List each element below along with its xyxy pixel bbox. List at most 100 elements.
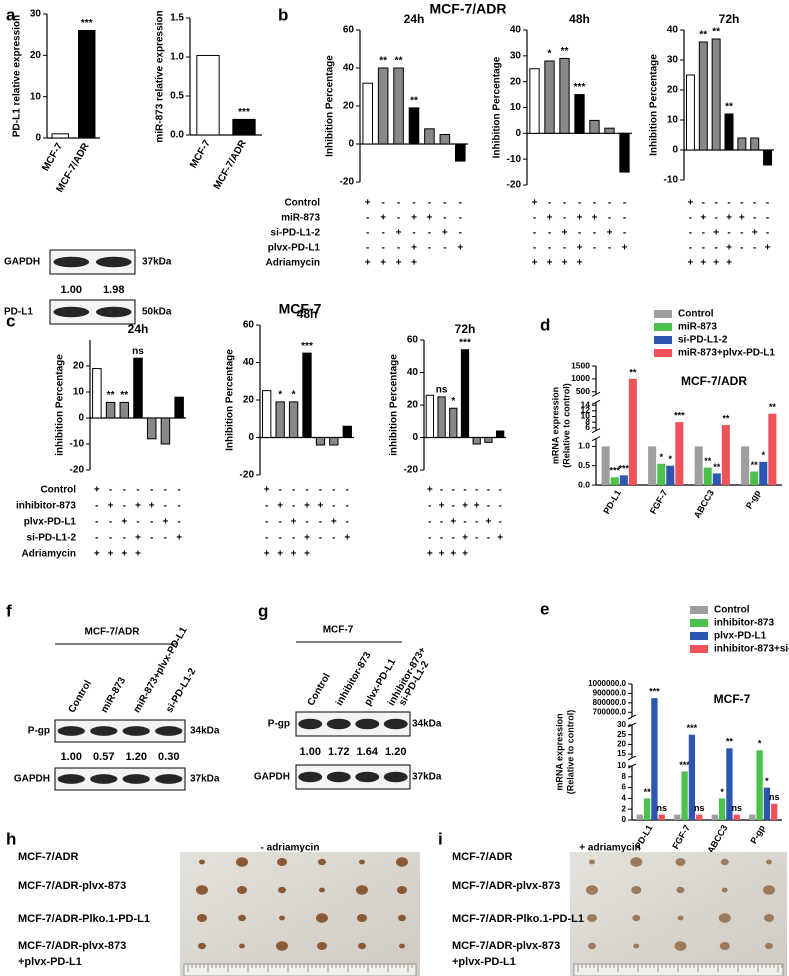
condition-sign: + — [94, 549, 100, 560]
y-tick-label: -20 — [340, 177, 355, 188]
bar — [232, 118, 256, 136]
tumor — [278, 886, 286, 894]
condition-label: si-PD-L1-2 — [27, 533, 77, 544]
bar — [472, 437, 481, 445]
photo-condition: - adriamycin — [261, 843, 320, 854]
blot-size: 37kDa — [190, 774, 220, 785]
significance: ** — [712, 27, 720, 38]
bar — [741, 446, 750, 485]
axis-break — [627, 714, 637, 720]
y-tick-label: 0 — [348, 139, 354, 150]
bar — [601, 446, 610, 485]
significance: * — [758, 739, 762, 749]
y-axis-label: Inhibition Percentage — [325, 55, 336, 157]
tumor — [279, 915, 285, 921]
condition-sign: - — [366, 213, 369, 224]
condition-sign: + — [163, 517, 169, 528]
tumor — [318, 858, 326, 866]
panel-label: b — [278, 5, 288, 24]
bar — [119, 401, 130, 419]
y-tick-label: 0 — [78, 413, 84, 424]
significance: * — [548, 49, 552, 60]
blot-band — [122, 774, 150, 784]
tumor — [674, 941, 687, 951]
y-tick-label: 14 — [581, 399, 591, 409]
bar — [628, 378, 637, 485]
y-axis-label: PD-L1 relative expression — [12, 15, 23, 137]
tumor-photo — [570, 852, 787, 976]
y-tick-label: 60 — [243, 320, 255, 331]
significance: *** — [81, 18, 93, 29]
condition-sign: - — [265, 517, 268, 528]
bar — [698, 41, 708, 151]
y-tick-label: 10 — [617, 761, 626, 770]
condition-sign: - — [593, 243, 596, 254]
y-tick-label: 40 — [407, 367, 419, 378]
bar — [666, 465, 675, 485]
condition-sign: - — [428, 243, 431, 254]
tumor — [721, 887, 728, 893]
blot-quantification: 0.57 — [93, 751, 114, 763]
bar — [449, 407, 458, 438]
x-tick-label: ABCC3 — [692, 488, 716, 520]
tumor — [399, 943, 405, 949]
bar — [658, 814, 665, 820]
condition-sign: + — [577, 243, 583, 254]
y-tick-label: 2 — [622, 804, 627, 813]
y-tick-label: 1000 — [571, 373, 590, 383]
y-tick-label: 40 — [243, 357, 255, 368]
bar — [329, 437, 339, 446]
condition-sign: - — [753, 213, 756, 224]
condition-sign: - — [123, 501, 126, 512]
condition-sign: + — [427, 549, 433, 560]
condition-sign: + — [344, 533, 350, 544]
condition-sign: - — [578, 228, 581, 239]
y-tick-label: 0.5 — [578, 460, 590, 470]
condition-sign: - — [593, 198, 596, 209]
condition-sign: - — [366, 228, 369, 239]
bar — [439, 134, 451, 145]
condition-sign: - — [753, 243, 756, 254]
significance: * — [451, 396, 455, 407]
bar — [92, 368, 102, 419]
y-tick-label: 60 — [407, 335, 419, 346]
condition-sign: + — [304, 533, 310, 544]
tumor — [589, 859, 595, 865]
y-tick-label: 30 — [667, 55, 679, 66]
condition-sign: + — [688, 198, 694, 209]
condition-sign: + — [264, 549, 270, 560]
blot-row-label: GAPDH — [14, 774, 50, 785]
condition-sign: + — [497, 533, 503, 544]
bar — [696, 814, 703, 820]
condition-sign: - — [533, 243, 536, 254]
condition-sign: - — [459, 228, 462, 239]
panel-label: d — [540, 315, 550, 334]
condition-sign: + — [304, 549, 310, 560]
y-tick-label: 20 — [30, 50, 42, 61]
legend-swatch — [654, 323, 672, 331]
y-tick-label: 20 — [510, 76, 522, 87]
condition-sign: - — [727, 228, 730, 239]
condition-sign: - — [714, 213, 717, 224]
chart-title: MCF-7/ADR — [681, 374, 747, 388]
tumor — [359, 859, 365, 865]
condition-sign: + — [135, 533, 141, 544]
chart-title: 48h — [569, 12, 590, 26]
significance: ns — [656, 803, 667, 813]
y-tick-label: 1.0 — [170, 52, 184, 63]
condition-sign: - — [487, 485, 490, 496]
bar — [674, 814, 681, 820]
significance: ** — [704, 456, 712, 466]
condition-sign: - — [702, 228, 705, 239]
blot-band — [53, 256, 90, 268]
tumor — [236, 857, 248, 867]
tumor — [316, 913, 328, 923]
blot-title: MCF-7 — [323, 625, 354, 636]
y-tick-label: 900000.0 — [593, 689, 627, 698]
legend-label: Control — [714, 605, 750, 616]
group-title: MCF-7 — [279, 301, 322, 317]
y-axis-label: Inhibition Percentage — [492, 56, 503, 158]
significance: *** — [649, 687, 660, 697]
tumor — [677, 915, 684, 921]
x-tick-label: P-gp — [748, 823, 767, 846]
